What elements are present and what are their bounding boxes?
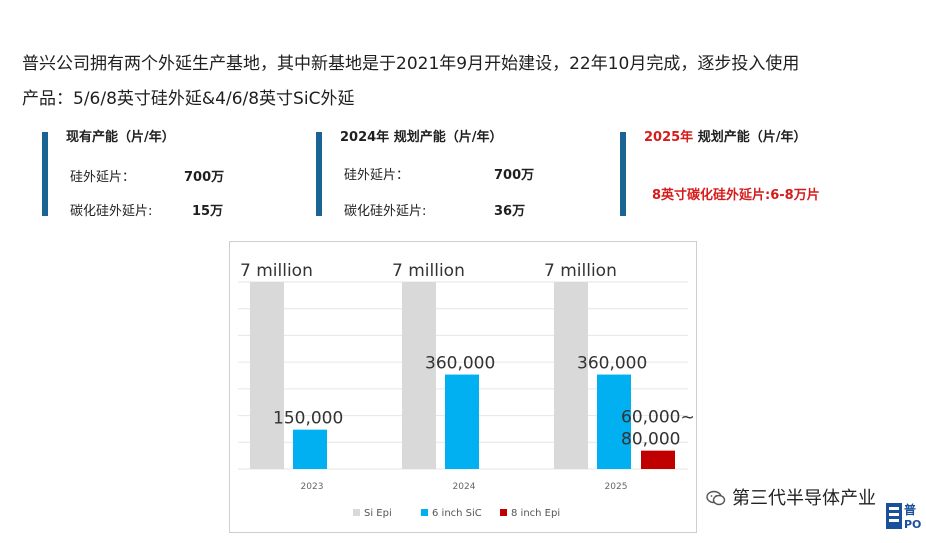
bar-8-inch-epi <box>641 450 675 469</box>
legend-swatch <box>353 509 360 516</box>
capacity-2025: 2025年 规划产能（片/年） 8英寸碳化硅外延片:6-8万片 <box>620 124 910 216</box>
intro-line-1: 普兴公司拥有两个外延生产基地，其中新基地是于2021年9月开始建设，22年10月… <box>22 54 800 74</box>
capacity-label-sic: 碳化硅外延片: <box>344 204 427 219</box>
data-label: 7 million <box>240 261 313 281</box>
capacity-title: 现有产能（片/年） <box>66 130 175 145</box>
capacity-chart: 7 million 150,000 2023 7 million 360,000 2024… <box>229 241 697 533</box>
logo-sub: PO <box>904 518 921 530</box>
bar-6-inch-sic <box>445 374 479 469</box>
chart-svg: 7 million 150,000 2023 7 million 360,000 2024… <box>238 261 695 519</box>
data-label: 360,000 <box>577 354 647 374</box>
capacity-accent-bar <box>620 132 626 216</box>
category-label: 2025 <box>605 482 628 492</box>
category-label: 2024 <box>453 482 476 492</box>
company-logo: 普 PO <box>886 502 921 530</box>
capacity-title: 2025年 规划产能（片/年） <box>644 126 806 145</box>
bar-si-epi <box>554 282 588 469</box>
data-label: 150,000 <box>273 409 343 429</box>
capacity-accent-bar <box>316 132 322 216</box>
category-label: 2023 <box>301 482 324 492</box>
data-label: 60,000~ 80,000 <box>621 408 695 450</box>
capacity-2024: 2024年 规划产能（片/年） 硅外延片： 700万 碳化硅外延片: 36万 <box>316 124 576 219</box>
capacity-value-si: 700万 <box>494 168 535 183</box>
data-label: 7 million <box>392 261 465 281</box>
capacity-title: 2024年 规划产能（片/年） <box>340 130 503 145</box>
intro-line-2: 产品：5/6/8英寸硅外延&4/6/8英寸SiC外延 <box>22 89 355 109</box>
legend-label: Si Epi <box>364 508 392 519</box>
legend-swatch <box>500 509 507 516</box>
capacity-accent-bar <box>42 132 48 216</box>
capacity-value-si: 700万 <box>184 170 225 185</box>
legend-label: 8 inch Epi <box>511 508 560 519</box>
logo-text: 普 <box>904 502 916 517</box>
bar-si-epi <box>250 282 284 469</box>
capacity-value-sic: 15万 <box>192 204 224 219</box>
capacity-title-rest: 规划产能（片/年） <box>693 130 807 145</box>
capacity-label-sic: 碳化硅外延片: <box>70 204 153 219</box>
capacity-label-si: 硅外延片： <box>344 168 410 183</box>
capacity-title-year: 2025年 <box>644 130 694 145</box>
capacity-value-sic: 36万 <box>494 204 526 219</box>
capacity-current: 现有产能（片/年） 硅外延片： 700万 碳化硅外延片: 15万 <box>42 124 282 219</box>
capacity-label-si: 硅外延片： <box>70 170 136 185</box>
bar-6-inch-sic <box>597 374 631 469</box>
bar-6-inch-sic <box>293 429 327 469</box>
legend-label: 6 inch SiC <box>432 508 482 519</box>
capacity-note-8inch: 8英寸碳化硅外延片:6-8万片 <box>652 188 820 203</box>
bar-si-epi <box>402 282 436 469</box>
wechat-icon <box>706 490 726 506</box>
data-label: 7 million <box>544 261 617 281</box>
watermark-text: 第三代半导体产业 <box>732 488 876 509</box>
data-label: 360,000 <box>425 354 495 374</box>
legend-swatch <box>421 509 428 516</box>
